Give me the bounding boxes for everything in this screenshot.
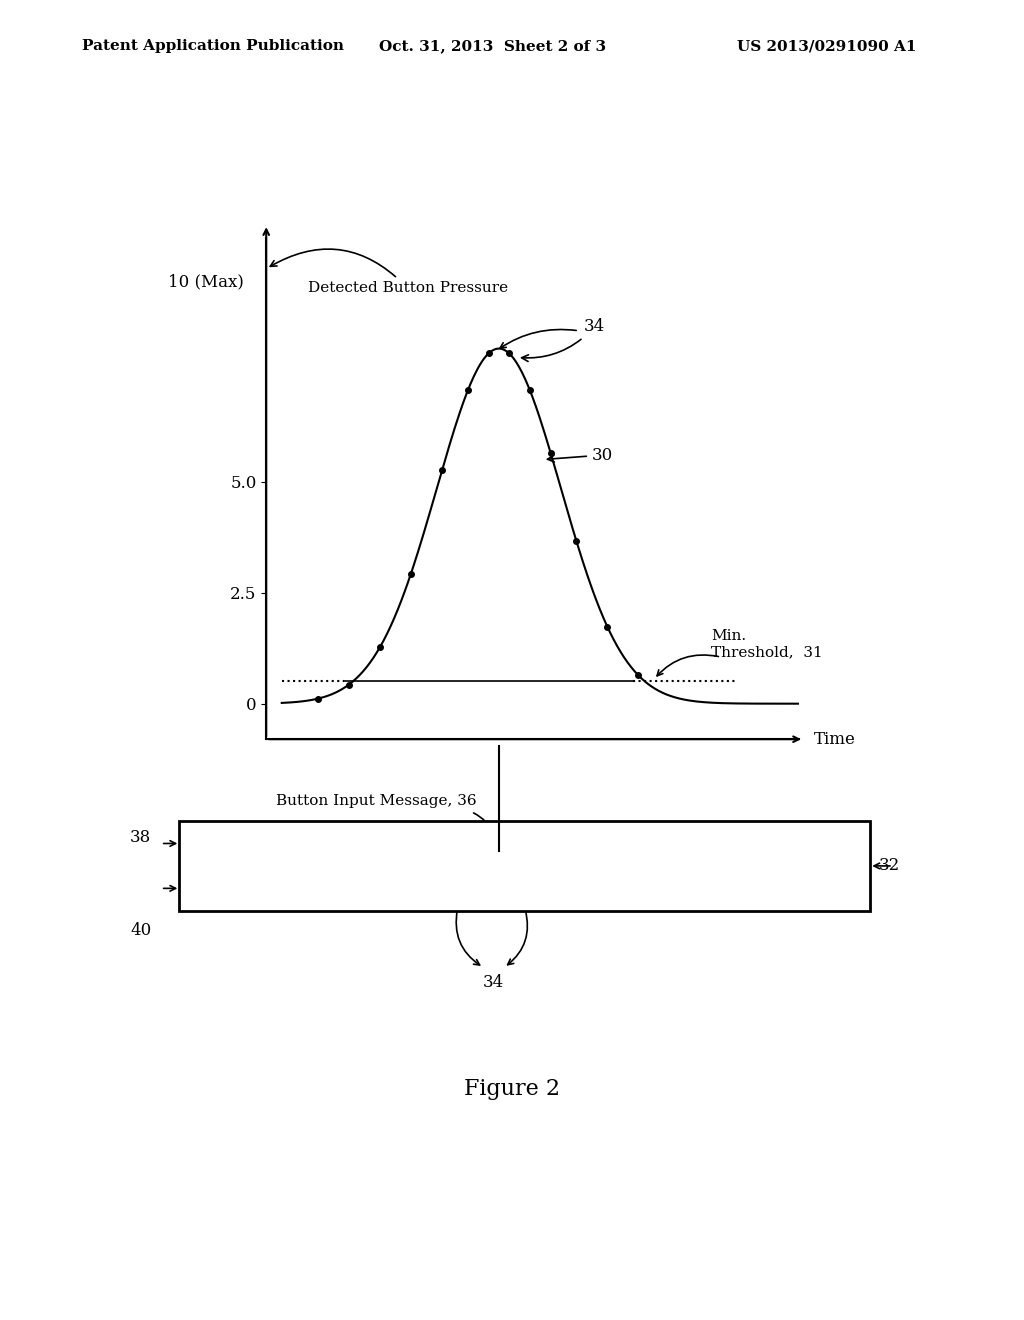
Text: Button_Sig:  1.0, 1.5, 2,0, 2.75, 4.75, 7.0, 8.0, 7.9, ...  1.3: Button_Sig: 1.0, 1.5, 2,0, 2.75, 4.75, 7… <box>205 880 643 896</box>
Text: 40: 40 <box>130 923 152 939</box>
Text: Button = Channel_Plus: Button = Channel_Plus <box>205 836 384 851</box>
Text: 32: 32 <box>879 858 900 874</box>
Text: 38: 38 <box>130 829 152 846</box>
Text: Detected Button Pressure: Detected Button Pressure <box>270 249 508 296</box>
Text: Min.
Threshold,  31: Min. Threshold, 31 <box>711 630 822 659</box>
Text: 34: 34 <box>521 318 605 362</box>
Text: 34: 34 <box>483 974 505 991</box>
Text: Figure 2: Figure 2 <box>464 1078 560 1100</box>
Text: Button Input Message, 36: Button Input Message, 36 <box>276 795 477 808</box>
Text: Oct. 31, 2013  Sheet 2 of 3: Oct. 31, 2013 Sheet 2 of 3 <box>379 40 606 53</box>
Text: 10 (Max): 10 (Max) <box>168 273 244 290</box>
Text: US 2013/0291090 A1: US 2013/0291090 A1 <box>737 40 916 53</box>
Text: Patent Application Publication: Patent Application Publication <box>82 40 344 53</box>
Text: 30: 30 <box>548 446 613 463</box>
Text: Time: Time <box>814 731 856 747</box>
